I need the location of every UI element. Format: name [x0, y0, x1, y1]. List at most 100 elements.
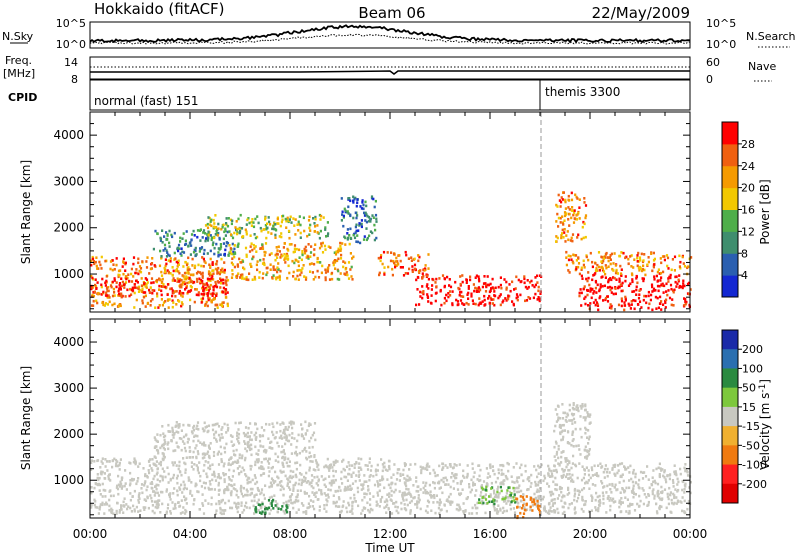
velocity-cell — [578, 448, 581, 451]
velocity-cell — [157, 503, 160, 506]
velocity-cell — [606, 467, 609, 471]
velocity-cell — [589, 476, 592, 480]
power-cell — [219, 268, 223, 272]
power-cell — [151, 298, 154, 301]
velocity-cell — [189, 456, 192, 459]
velocity-cell — [320, 491, 323, 495]
power-cell — [104, 259, 107, 263]
power-cell — [292, 217, 295, 220]
velocity-cell — [568, 461, 571, 465]
power-cell — [491, 286, 494, 289]
power-cell — [670, 303, 673, 307]
power-cell — [397, 263, 400, 266]
power-cell — [434, 299, 437, 303]
power-cell — [266, 222, 269, 226]
velocity-cell — [494, 480, 498, 484]
time-tick-label: 16:00 — [473, 527, 508, 541]
velocity-cell — [439, 486, 442, 489]
power-cell — [166, 251, 169, 254]
velocity-cell — [111, 465, 114, 469]
power-cell — [120, 292, 123, 296]
power-cell — [577, 233, 580, 237]
power-cell — [298, 248, 301, 252]
velocity-cell — [612, 464, 615, 467]
power-cell — [319, 261, 322, 264]
velocity-cell — [122, 511, 125, 514]
velocity-cell — [288, 464, 291, 468]
velocity-cell — [672, 492, 675, 496]
velocity-cell — [555, 420, 558, 423]
velocity-cell — [430, 495, 433, 499]
power-cell — [594, 303, 597, 307]
velocity-cell — [117, 474, 120, 478]
power-cell — [650, 252, 653, 255]
power-cell — [118, 283, 121, 287]
velocity-cell — [236, 434, 239, 437]
velocity-cell — [611, 482, 614, 486]
velocity-cell — [557, 416, 560, 419]
velocity-cell — [481, 496, 484, 499]
power-cell — [345, 271, 348, 274]
velocity-cell — [479, 494, 482, 497]
power-cell — [201, 276, 204, 279]
velocity-cell — [328, 475, 331, 478]
velocity-cell — [387, 483, 390, 487]
velocity-cell — [219, 445, 222, 449]
velocity-cell — [489, 495, 492, 498]
power-cell — [632, 266, 635, 269]
power-cell — [207, 234, 210, 237]
velocity-cell — [196, 434, 199, 438]
velocity-cell — [276, 502, 279, 506]
power-cell — [675, 285, 678, 288]
velocity-cell — [459, 482, 462, 486]
power-cell — [435, 285, 438, 288]
velocity-cell — [559, 431, 562, 434]
velocity-cell — [632, 487, 635, 490]
velocity-cell — [403, 477, 406, 480]
velocity-cell — [287, 425, 290, 429]
velocity-cell — [317, 463, 320, 467]
power-cell — [451, 303, 454, 307]
velocity-cell — [351, 507, 354, 510]
power-cell — [241, 260, 245, 263]
power-cell — [378, 273, 381, 277]
power-cell — [635, 293, 638, 296]
power-cell — [307, 219, 311, 222]
power-cell — [264, 218, 267, 221]
power-cell — [618, 254, 622, 258]
velocity-cell — [661, 497, 664, 500]
power-cell — [221, 226, 224, 229]
power-cell — [105, 275, 108, 278]
power-cell — [355, 204, 358, 208]
velocity-cell — [340, 509, 343, 513]
velocity-cell — [561, 403, 564, 406]
velocity-cell — [302, 480, 305, 483]
velocity-cell — [195, 464, 198, 467]
power-cell — [217, 227, 220, 230]
velocity-cell — [180, 437, 183, 441]
velocity-cell — [522, 502, 525, 506]
velocity-cell — [355, 461, 358, 465]
velocity-cell — [162, 452, 165, 456]
velocity-cell — [376, 463, 379, 467]
power-cell — [537, 285, 540, 289]
power-cell — [112, 287, 115, 291]
velocity-cell — [513, 495, 516, 498]
velocity-cell — [295, 445, 298, 449]
velocity-cell — [562, 473, 565, 477]
velocity-cell — [281, 456, 284, 460]
power-cell — [426, 274, 429, 278]
time-tick-label: 00:00 — [73, 527, 108, 541]
velocity-cell — [172, 492, 175, 495]
velocity-cell — [208, 447, 211, 450]
power-cell — [339, 247, 343, 251]
velocity-cell — [197, 452, 200, 456]
power-cell — [319, 229, 322, 233]
power-cell — [655, 274, 658, 278]
power-cell — [467, 285, 470, 288]
power-cell — [198, 250, 201, 253]
velocity-cell — [196, 468, 199, 472]
power-cell — [332, 261, 335, 264]
velocity-cell — [215, 509, 218, 512]
